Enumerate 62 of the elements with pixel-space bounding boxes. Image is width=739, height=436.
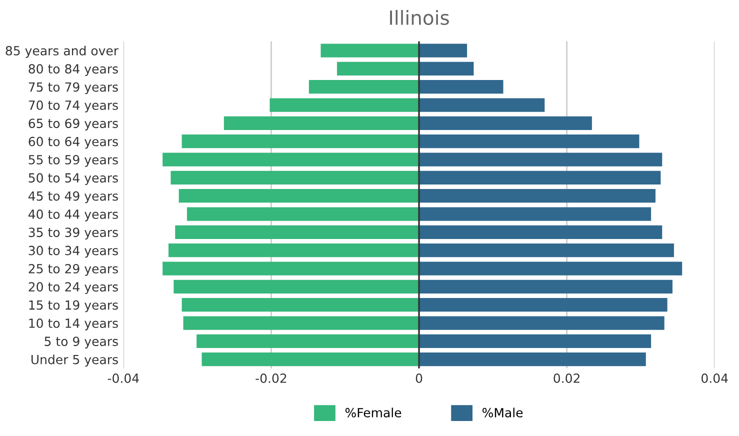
bar — [270, 98, 420, 112]
y-tick-label: 60 to 64 years — [28, 136, 118, 149]
y-tick-label: 80 to 84 years — [28, 64, 118, 76]
bar — [419, 44, 468, 58]
y-tick-label: 25 to 29 years — [28, 264, 118, 276]
y-tick-label: 70 to 74 years — [28, 100, 118, 112]
bar — [419, 98, 545, 112]
y-tick-label: 40 to 44 years — [28, 209, 118, 222]
x-tick-label: 0 — [416, 374, 422, 383]
chart-title: Illinois — [390, 10, 449, 26]
bar — [419, 298, 668, 312]
y-tick-label: Under 5 years — [32, 354, 118, 367]
bar — [175, 225, 420, 239]
bar — [178, 189, 420, 203]
bar — [419, 334, 652, 348]
legend-label: %Male — [482, 408, 523, 418]
y-tick-label: 20 to 24 years — [28, 282, 118, 294]
bar — [182, 298, 420, 312]
bar — [419, 244, 674, 258]
bar — [162, 152, 420, 166]
y-tick-label: 50 to 54 years — [28, 173, 118, 186]
bar — [419, 225, 662, 239]
y-tick-label: 35 to 39 years — [28, 228, 118, 240]
x-tick-label: 0.02 — [554, 374, 580, 383]
bar — [186, 207, 420, 221]
bar — [174, 280, 420, 294]
bar — [419, 116, 592, 130]
bar — [419, 80, 504, 94]
bar — [419, 352, 646, 366]
y-tick-label: 30 to 34 years — [28, 246, 118, 258]
bar — [419, 62, 474, 76]
bar — [419, 280, 672, 294]
y-tick-label: 5 to 9 years — [44, 336, 118, 349]
bar — [202, 352, 420, 366]
y-tick-label: 75 to 79 years — [28, 82, 118, 94]
bar — [168, 244, 420, 258]
bar — [419, 207, 652, 221]
x-tick-label: -0.02 — [256, 374, 286, 383]
bar — [419, 134, 640, 148]
y-tick-label: 55 to 59 years — [28, 154, 118, 167]
legend-label: %Female — [345, 408, 402, 418]
bar — [419, 170, 661, 184]
bar — [182, 134, 420, 148]
bar — [320, 44, 420, 58]
bar — [196, 334, 420, 348]
x-tick-label: 0.04 — [702, 374, 728, 383]
bar — [419, 316, 664, 330]
bar — [419, 189, 656, 203]
bar — [224, 116, 420, 130]
y-tick-label: 10 to 14 years — [29, 318, 118, 330]
bar — [419, 152, 662, 166]
bar — [308, 80, 420, 94]
y-tick-label: 45 to 49 years — [28, 191, 118, 204]
x-tick-label: -0.04 — [108, 374, 139, 383]
y-tick-label: 85 years and over — [6, 46, 119, 58]
bar — [419, 262, 682, 276]
bar — [336, 62, 420, 76]
bar — [170, 170, 420, 184]
bar — [183, 316, 420, 330]
y-tick-label: 65 to 69 years — [28, 118, 118, 131]
y-tick-label: 15 to 19 years — [29, 300, 118, 312]
bar — [162, 262, 420, 276]
